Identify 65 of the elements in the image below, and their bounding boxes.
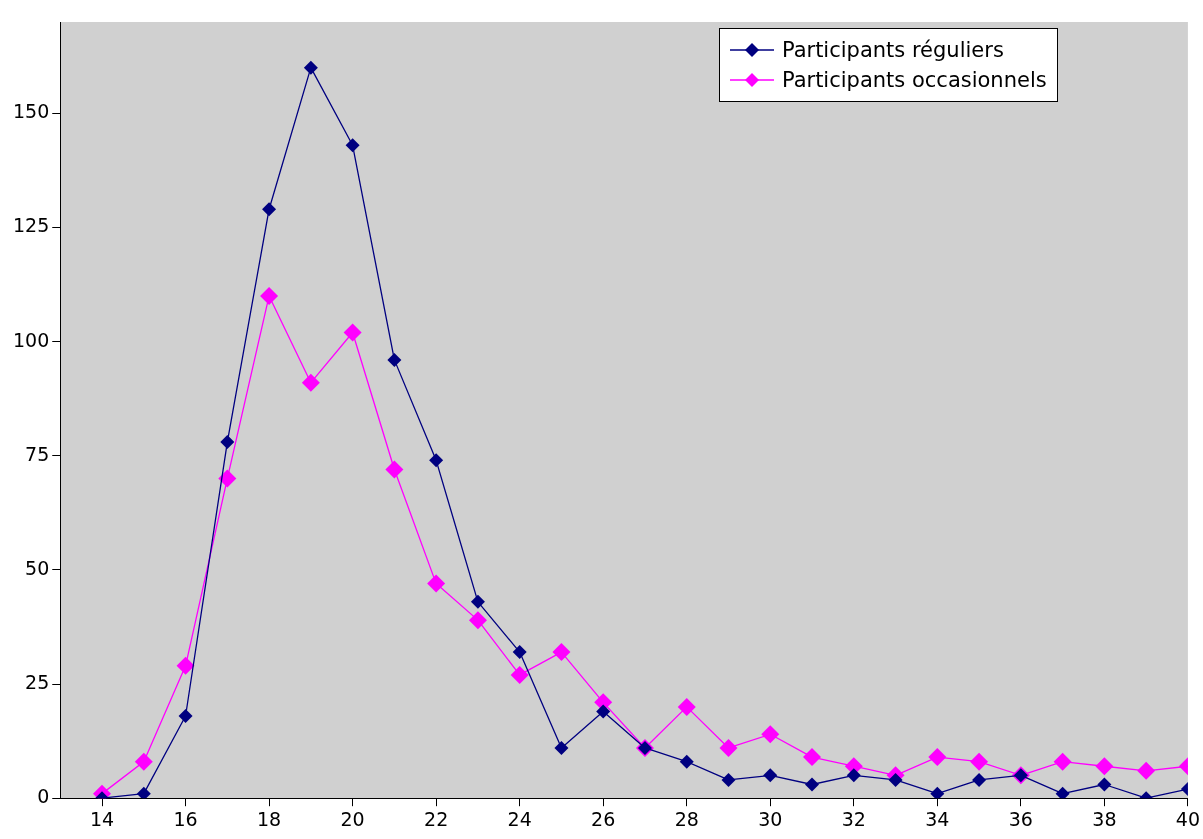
point <box>512 645 527 660</box>
x-tick-label: 22 <box>424 807 449 830</box>
x-tick-label: 28 <box>674 807 699 830</box>
y-tick-label: 150 <box>13 100 50 123</box>
point <box>677 697 696 716</box>
point <box>301 373 320 392</box>
point <box>1097 777 1112 792</box>
y-tick-label: 0 <box>37 785 50 808</box>
x-tick-label: 24 <box>507 807 532 830</box>
point <box>928 748 947 767</box>
point <box>1095 757 1114 776</box>
x-tick-label: 38 <box>1092 807 1117 830</box>
point <box>427 574 446 593</box>
x-tick-label: 16 <box>173 807 198 830</box>
point <box>220 435 235 450</box>
x-tick-label: 36 <box>1008 807 1033 830</box>
point <box>721 772 736 787</box>
point <box>846 768 861 783</box>
point <box>930 786 945 799</box>
point <box>387 352 402 367</box>
point <box>510 665 529 684</box>
point <box>1055 786 1070 799</box>
point <box>136 786 151 799</box>
point <box>468 611 487 630</box>
x-tick-label: 18 <box>256 807 282 830</box>
point <box>888 772 903 787</box>
point <box>554 740 569 755</box>
y-tick-label: 75 <box>25 442 50 465</box>
point <box>260 286 279 305</box>
point <box>763 768 778 783</box>
point <box>385 460 404 479</box>
point <box>343 323 362 342</box>
point <box>1137 761 1156 780</box>
point <box>1053 752 1072 771</box>
point <box>970 752 989 771</box>
point <box>972 772 987 787</box>
point <box>805 777 820 792</box>
point <box>429 453 444 468</box>
point <box>470 594 485 609</box>
x-tick-label: 14 <box>89 807 115 830</box>
x-tick-label: 32 <box>841 807 866 830</box>
point <box>176 656 195 675</box>
point <box>134 752 153 771</box>
point <box>303 60 318 75</box>
point <box>719 738 738 757</box>
x-tick-label: 34 <box>925 807 950 830</box>
point <box>178 709 193 724</box>
point <box>596 704 611 719</box>
legend-label: Participants occasionnels <box>781 67 1047 94</box>
point <box>761 725 780 744</box>
x-tick-label: 40 <box>1175 807 1201 830</box>
y-tick-label: 100 <box>13 328 50 351</box>
x-tick-label: 30 <box>758 807 783 830</box>
y-tick-label: 50 <box>25 556 50 579</box>
y-tick-label: 125 <box>13 214 50 237</box>
point <box>262 202 277 217</box>
point <box>803 748 822 767</box>
x-tick-label: 26 <box>591 807 616 830</box>
point <box>552 643 571 662</box>
point <box>218 469 237 488</box>
point <box>679 754 694 769</box>
x-tick-label: 20 <box>340 807 365 830</box>
y-tick-label: 25 <box>25 670 50 693</box>
point <box>345 138 360 153</box>
legend-label: Participants réguliers <box>781 37 1004 64</box>
